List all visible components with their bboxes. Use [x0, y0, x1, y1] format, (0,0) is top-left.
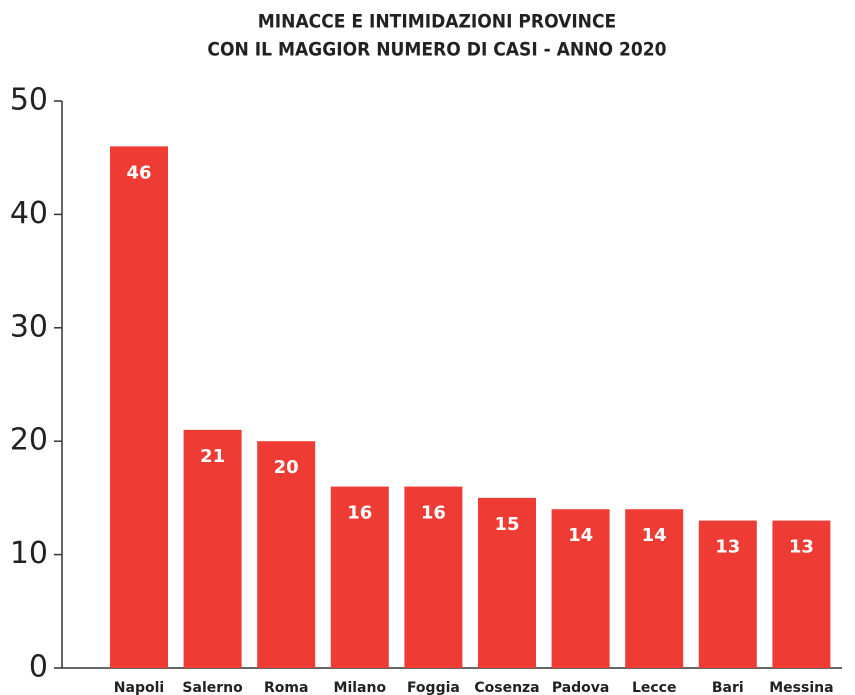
x-tick-label: Salerno	[182, 680, 243, 695]
bar	[110, 146, 168, 669]
bar	[625, 509, 684, 668]
chart-title: CON IL MAGGIOR NUMERO DI CASI - ANNO 202…	[207, 39, 666, 61]
bar	[772, 520, 831, 668]
x-tick-label: Napoli	[114, 680, 164, 695]
x-tick-label: Milano	[334, 680, 387, 695]
bar	[478, 497, 536, 668]
bar	[257, 441, 316, 668]
y-tick-label: 10	[10, 536, 48, 571]
bar	[330, 486, 389, 668]
data-label: 16	[347, 503, 372, 524]
bar	[404, 486, 463, 668]
y-tick-label: 0	[29, 650, 48, 685]
bar	[183, 429, 242, 668]
data-label: 20	[274, 457, 299, 478]
data-label: 46	[126, 162, 151, 183]
data-label: 21	[200, 446, 225, 467]
x-tick-label: Padova	[552, 680, 610, 695]
x-tick-label: Cosenza	[474, 680, 539, 695]
y-tick-label: 40	[10, 196, 48, 231]
bar	[698, 520, 757, 668]
x-tick-label: Messina	[769, 680, 833, 695]
data-label: 14	[568, 525, 593, 546]
x-tick-label: Foggia	[407, 680, 460, 695]
x-tick-label: Roma	[264, 680, 308, 695]
x-tick-label: Lecce	[632, 680, 677, 695]
x-tick-label: Bari	[712, 680, 744, 695]
data-label: 16	[421, 503, 446, 524]
bar	[551, 509, 610, 668]
y-tick-label: 50	[10, 83, 48, 118]
y-tick-label: 20	[10, 423, 48, 458]
data-label: 15	[494, 514, 519, 535]
data-label: 13	[715, 537, 740, 558]
y-tick-label: 30	[10, 309, 48, 344]
chart-title: MINACCE E INTIMIDAZIONI PROVINCE	[258, 11, 616, 33]
data-label: 13	[789, 537, 814, 558]
data-label: 14	[642, 525, 667, 546]
